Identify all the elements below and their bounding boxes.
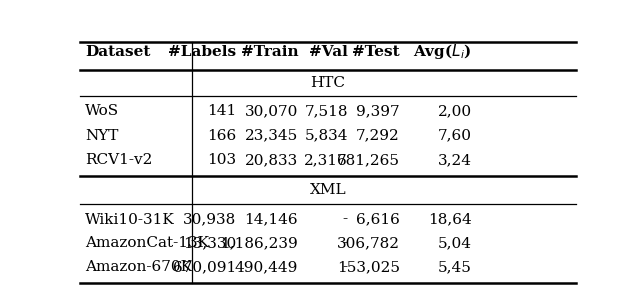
Text: 30,938: 30,938 — [183, 212, 236, 227]
Text: 6,616: 6,616 — [356, 212, 400, 227]
Text: NYT: NYT — [85, 128, 118, 142]
Text: 23,345: 23,345 — [245, 128, 298, 142]
Text: 2,00: 2,00 — [438, 104, 472, 118]
Text: 9,397: 9,397 — [356, 104, 400, 118]
Text: 141: 141 — [207, 104, 236, 118]
Text: 7,518: 7,518 — [305, 104, 348, 118]
Text: 7,60: 7,60 — [438, 128, 472, 142]
Text: RCV1-v2: RCV1-v2 — [85, 153, 152, 167]
Text: #Train: #Train — [241, 45, 298, 58]
Text: 153,025: 153,025 — [337, 260, 400, 274]
Text: 14,146: 14,146 — [244, 212, 298, 227]
Text: 13,330: 13,330 — [183, 236, 236, 250]
Text: HTC: HTC — [310, 76, 346, 90]
Text: 7,292: 7,292 — [356, 128, 400, 142]
Text: Amazon-670K: Amazon-670K — [85, 260, 192, 274]
Text: 670,091: 670,091 — [173, 260, 236, 274]
Text: 20,833: 20,833 — [245, 153, 298, 167]
Text: 30,070: 30,070 — [245, 104, 298, 118]
Text: 5,45: 5,45 — [438, 260, 472, 274]
Text: 166: 166 — [207, 128, 236, 142]
Text: -: - — [342, 236, 348, 250]
Text: 18,64: 18,64 — [428, 212, 472, 227]
Text: 1,186,239: 1,186,239 — [221, 236, 298, 250]
Text: Dataset: Dataset — [85, 45, 150, 58]
Text: AmazonCat-13K: AmazonCat-13K — [85, 236, 209, 250]
Text: #Test: #Test — [352, 45, 400, 58]
Text: 103: 103 — [207, 153, 236, 167]
Text: -: - — [342, 260, 348, 274]
Text: 306,782: 306,782 — [337, 236, 400, 250]
Text: 3,24: 3,24 — [438, 153, 472, 167]
Text: 781,265: 781,265 — [337, 153, 400, 167]
Text: 5,04: 5,04 — [438, 236, 472, 250]
Text: Avg($\mathit{L}_i$): Avg($\mathit{L}_i$) — [413, 42, 472, 61]
Text: -: - — [342, 212, 348, 227]
Text: WoS: WoS — [85, 104, 119, 118]
Text: XML: XML — [310, 183, 346, 197]
Text: 2,316: 2,316 — [304, 153, 348, 167]
Text: #Labels: #Labels — [168, 45, 236, 58]
Text: #Val: #Val — [309, 45, 348, 58]
Text: 490,449: 490,449 — [235, 260, 298, 274]
Text: 5,834: 5,834 — [305, 128, 348, 142]
Text: Wiki10-31K: Wiki10-31K — [85, 212, 175, 227]
